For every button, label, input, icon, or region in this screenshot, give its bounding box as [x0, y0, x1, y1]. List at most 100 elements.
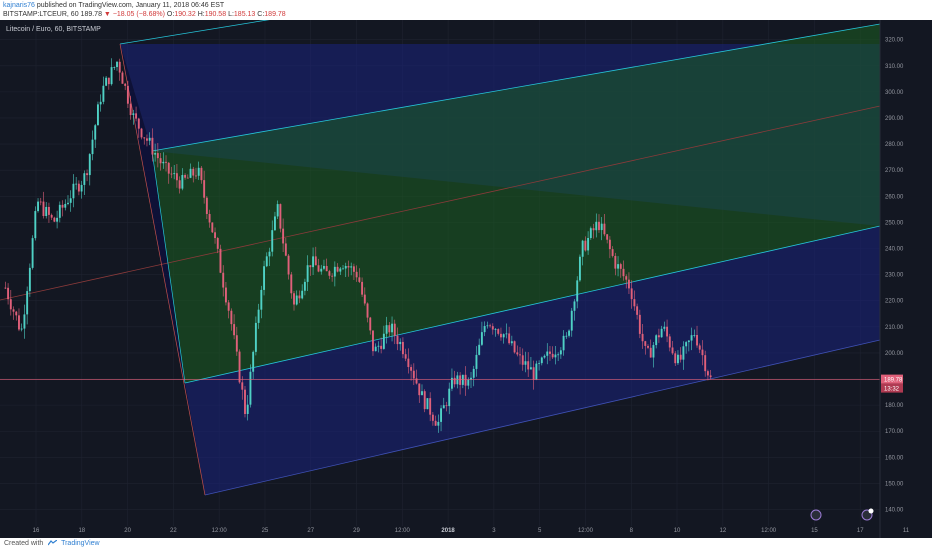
chart-area[interactable]: 140.00150.00160.00170.00180.00190.00200.… [0, 20, 932, 538]
candle [56, 210, 59, 229]
candle [554, 346, 557, 365]
candle-body [124, 83, 127, 86]
y-tick-label: 140.00 [885, 508, 904, 514]
candle-body [578, 256, 581, 281]
candle-body [271, 230, 274, 252]
candle [559, 347, 562, 359]
candle-body [666, 326, 669, 337]
candle-body [352, 266, 355, 272]
candle-body [105, 77, 108, 86]
candle-body [323, 265, 325, 269]
candle [401, 337, 404, 359]
event-marker-icon[interactable] [810, 509, 822, 521]
candle [576, 276, 579, 309]
candle-body [638, 314, 641, 334]
candle-body [396, 335, 399, 345]
candle [178, 176, 181, 194]
candle-body [519, 354, 521, 356]
candle [143, 137, 146, 145]
candle-body [137, 118, 140, 129]
candle-body [606, 234, 609, 240]
candle [598, 214, 600, 233]
candle [23, 304, 26, 339]
candle [42, 191, 45, 219]
candle [442, 397, 445, 409]
candle [644, 340, 647, 355]
candle-body [28, 267, 31, 292]
created-with-line: Created with TradingView [4, 540, 100, 547]
candle-body [31, 238, 34, 268]
x-tick-label: 29 [353, 528, 360, 534]
candle-body [178, 180, 181, 189]
candle [189, 163, 192, 179]
candle-body [94, 125, 97, 140]
candle-body [146, 138, 148, 141]
channel-top-edge [119, 20, 270, 45]
candle-body [265, 256, 268, 267]
candle-body [584, 240, 587, 251]
author-link[interactable]: kajnaris76 [3, 2, 35, 9]
footer: Created with TradingView [0, 538, 932, 550]
candle [445, 401, 448, 412]
channel-top-line [151, 23, 881, 152]
close-label: C: [257, 11, 265, 18]
candle-body [415, 378, 418, 384]
candle-body [668, 336, 671, 348]
candle [649, 339, 652, 358]
x-tick-label: 27 [307, 528, 314, 534]
x-tick-label: 8 [630, 528, 634, 534]
candle [391, 316, 393, 342]
candle-body [600, 223, 603, 231]
candle-body [464, 374, 467, 386]
candle-body [391, 323, 393, 333]
candle [298, 290, 301, 304]
candle [246, 395, 249, 421]
candle [116, 61, 118, 71]
candle-body [467, 379, 470, 386]
tradingview-logo-icon [48, 540, 58, 546]
candle [543, 354, 546, 359]
candle [241, 376, 244, 400]
candle [693, 329, 696, 338]
candle [557, 352, 560, 362]
candle [20, 323, 23, 332]
published-text: published on TradingView.com, January 11… [36, 2, 225, 9]
candle-body [34, 211, 37, 239]
candle [344, 262, 347, 278]
candle-body [107, 77, 110, 85]
candle-body [350, 266, 353, 268]
candle [431, 412, 434, 426]
candle [505, 323, 508, 339]
candle [535, 360, 538, 381]
candle-body [647, 345, 649, 348]
pitchfork-handle-line [119, 43, 206, 496]
candle-body [173, 173, 176, 175]
pitchfork-channel [0, 20, 881, 496]
candle [39, 197, 42, 206]
candle [260, 285, 263, 319]
candle-body [91, 139, 94, 155]
candle-body [331, 275, 334, 277]
candle [47, 202, 50, 223]
candle [61, 200, 64, 217]
candle-body [657, 335, 660, 338]
candle [685, 340, 688, 354]
candle-body [7, 287, 10, 300]
chart-canvas[interactable]: 140.00150.00160.00170.00180.00190.00200.… [0, 20, 932, 538]
x-tick-label: 5 [538, 528, 542, 534]
candle [502, 333, 505, 344]
tradingview-link[interactable]: TradingView [61, 540, 100, 547]
candle-body [189, 168, 192, 178]
x-tick-label: 3 [492, 528, 496, 534]
candle [200, 165, 203, 184]
candle-body [39, 201, 42, 203]
candle-body [118, 61, 121, 73]
x-tick-label: 12:00 [761, 528, 777, 534]
candle [137, 117, 140, 138]
candle-body [67, 202, 69, 204]
candle [83, 170, 86, 195]
y-tick-label: 220.00 [885, 299, 904, 305]
candle-body [61, 204, 64, 208]
candle [317, 258, 320, 273]
candle [657, 328, 660, 343]
